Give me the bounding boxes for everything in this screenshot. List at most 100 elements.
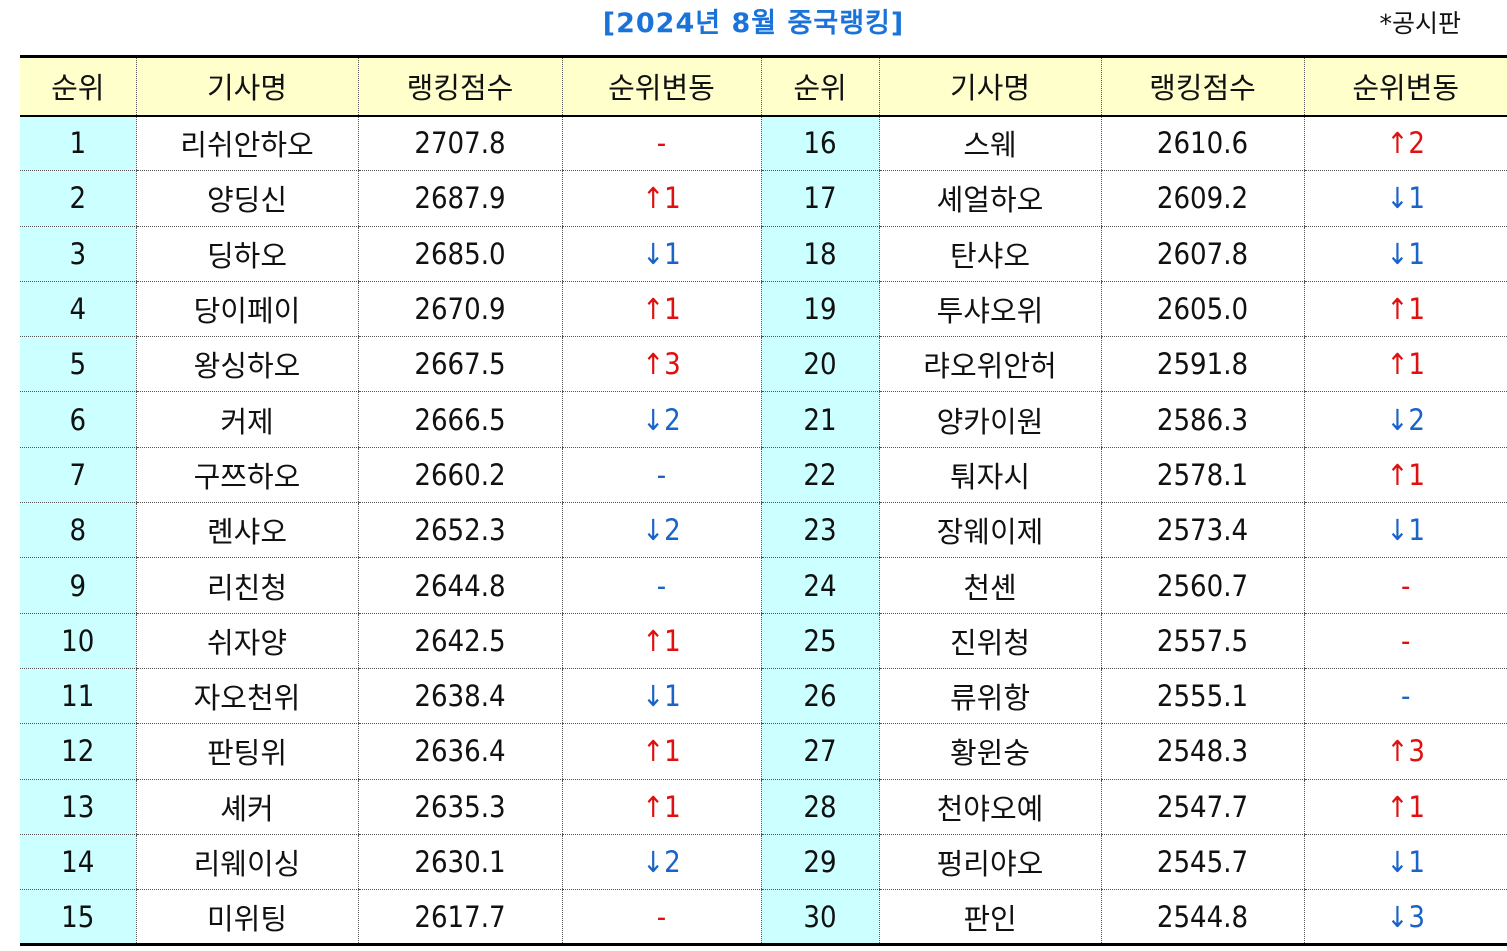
rank-cell: 30	[760, 889, 879, 947]
table-row: 13 셰커 2635.3 ↑1 28 천야오예 2547.7 ↑1	[20, 779, 1507, 835]
rank-change-cell: ↓1	[1303, 502, 1507, 559]
ranking-score-cell: 2685.0	[357, 226, 562, 282]
rank-change-cell: ↑1	[1303, 336, 1507, 393]
rank-change-cell: ↑1	[561, 170, 761, 227]
player-name-cell: 당이페이	[135, 281, 358, 338]
ranking-score-cell: 2617.7	[357, 889, 562, 947]
ranking-score-cell: 2666.5	[357, 391, 562, 448]
rank-cell: 12	[20, 723, 136, 780]
ranking-score-cell: 2591.8	[1100, 336, 1304, 393]
ranking-table: 순위 기사명 랭킹점수 순위변동 순위 기사명 랭킹점수 순위변동 1 리쉬안하오…	[20, 55, 1507, 947]
table-row: 1 리쉬안하오 2707.8-16 스웨 2610.6 ↑2	[20, 115, 1507, 172]
player-name-cell: 양카이원	[878, 391, 1101, 448]
rank-change-cell: ↑3	[1303, 723, 1507, 780]
rank-cell: 23	[760, 502, 879, 559]
rank-change-cell: ↑2	[1303, 115, 1507, 172]
ranking-score-cell: 2707.8	[357, 115, 562, 172]
player-name-cell: 셰얼하오	[878, 170, 1101, 227]
source-note: *공시판	[1379, 9, 1461, 38]
ranking-score-cell: 2636.4	[357, 723, 562, 780]
rank-change-cell: ↑1	[561, 613, 761, 669]
rank-change-cell: ↑1	[561, 779, 761, 835]
ranking-score-cell: 2578.1	[1100, 447, 1304, 504]
rank-cell: 22	[760, 447, 879, 504]
rank-cell: 8	[20, 502, 136, 559]
player-name-cell: 천셴	[878, 557, 1101, 614]
rank-cell: 18	[760, 226, 879, 282]
table-row: 15 미위팅 2617.7-30 판인 2544.8 ↓3	[20, 889, 1507, 947]
rank-cell: 17	[760, 170, 879, 227]
player-name-cell: 쉬자양	[135, 613, 358, 669]
rank-cell: 3	[20, 226, 136, 282]
rank-cell: 13	[20, 779, 136, 835]
player-name-cell: 자오천위	[135, 668, 358, 725]
ranking-score-cell: 2557.5	[1100, 613, 1304, 669]
header-player-name: 기사명	[135, 55, 358, 117]
header-rank: 순위	[760, 55, 879, 117]
table-row: 11 자오천위 2638.4 ↓1 26 류위항 2555.1-	[20, 668, 1507, 725]
rank-cell: 26	[760, 668, 879, 725]
rank-cell: 9	[20, 557, 136, 614]
rank-change-cell: ↑1	[1303, 779, 1507, 835]
player-name-cell: 스웨	[878, 115, 1101, 172]
table-row: 12 판팅위 2636.4 ↑1 27 황윈숭 2548.3 ↑3	[20, 723, 1507, 780]
player-name-cell: 양딩신	[135, 170, 358, 227]
rank-change-cell: ↑1	[561, 723, 761, 780]
rank-change-cell: ↓3	[1303, 889, 1507, 947]
header-player-name: 기사명	[878, 55, 1101, 117]
rank-cell: 25	[760, 613, 879, 669]
table-row: 4 당이페이 2670.9 ↑1 19 투샤오위 2605.0 ↑1	[20, 281, 1507, 338]
ranking-score-cell: 2560.7	[1100, 557, 1304, 614]
table-row: 6 커제 2666.5 ↓2 21 양카이원 2586.3 ↓2	[20, 391, 1507, 448]
player-name-cell: 딩하오	[135, 226, 358, 282]
player-name-cell: 황윈숭	[878, 723, 1101, 780]
rank-cell: 2	[20, 170, 136, 227]
table-row: 8 롄샤오 2652.3 ↓2 23 장웨이제 2573.4 ↓1	[20, 502, 1507, 559]
rank-change-cell: ↑3	[561, 336, 761, 393]
player-name-cell: 류위항	[878, 668, 1101, 725]
rank-cell: 14	[20, 834, 136, 891]
table-row: 10 쉬자양 2642.5 ↑1 25 진위청 2557.5-	[20, 613, 1507, 669]
ranking-score-cell: 2609.2	[1100, 170, 1304, 227]
rank-change-cell: ↓1	[561, 668, 761, 725]
header-ranking-score: 랭킹점수	[1100, 55, 1304, 117]
rank-cell: 27	[760, 723, 879, 780]
player-name-cell: 왕싱하오	[135, 336, 358, 393]
rank-change-cell: ↓1	[1303, 226, 1507, 282]
ranking-score-cell: 2687.9	[357, 170, 562, 227]
player-name-cell: 투샤오위	[878, 281, 1101, 338]
ranking-score-cell: 2610.6	[1100, 115, 1304, 172]
rank-change-cell: ↓2	[561, 502, 761, 559]
header-rank-change: 순위변동	[561, 55, 761, 117]
table-header-row: 순위 기사명 랭킹점수 순위변동 순위 기사명 랭킹점수 순위변동	[20, 55, 1507, 117]
rank-cell: 19	[760, 281, 879, 338]
ranking-score-cell: 2547.7	[1100, 779, 1304, 835]
player-name-cell: 리웨이싱	[135, 834, 358, 891]
ranking-score-cell: 2660.2	[357, 447, 562, 504]
rank-cell: 20	[760, 336, 879, 393]
ranking-score-cell: 2635.3	[357, 779, 562, 835]
ranking-score-cell: 2555.1	[1100, 668, 1304, 725]
ranking-score-cell: 2607.8	[1100, 226, 1304, 282]
player-name-cell: 리친청	[135, 557, 358, 614]
rank-change-cell: -	[1303, 668, 1507, 725]
player-name-cell: 천야오예	[878, 779, 1101, 835]
rank-cell: 5	[20, 336, 136, 393]
header-rank: 순위	[20, 55, 136, 117]
player-name-cell: 탄샤오	[878, 226, 1101, 282]
rank-cell: 10	[20, 613, 136, 669]
player-name-cell: 셰커	[135, 779, 358, 835]
player-name-cell: 퉈자시	[878, 447, 1101, 504]
table-row: 5 왕싱하오 2667.5 ↑3 20 랴오위안허 2591.8 ↑1	[20, 336, 1507, 393]
player-name-cell: 진위청	[878, 613, 1101, 669]
ranking-score-cell: 2605.0	[1100, 281, 1304, 338]
ranking-score-cell: 2573.4	[1100, 502, 1304, 559]
player-name-cell: 구쯔하오	[135, 447, 358, 504]
ranking-score-cell: 2548.3	[1100, 723, 1304, 780]
rank-cell: 6	[20, 391, 136, 448]
player-name-cell: 랴오위안허	[878, 336, 1101, 393]
rank-change-cell: ↑1	[561, 281, 761, 338]
player-name-cell: 펑리야오	[878, 834, 1101, 891]
player-name-cell: 커제	[135, 391, 358, 448]
ranking-score-cell: 2652.3	[357, 502, 562, 559]
